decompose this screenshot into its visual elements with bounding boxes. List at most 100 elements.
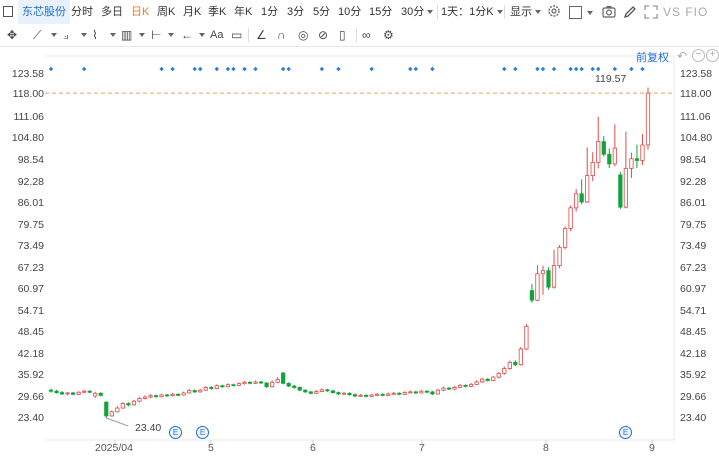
layout-square-icon[interactable] <box>569 6 582 19</box>
event-marker <box>231 66 236 72</box>
fullscreen-icon[interactable] <box>644 5 658 24</box>
chevron-down-icon[interactable] <box>81 33 87 37</box>
chevron-down-icon[interactable] <box>139 33 145 37</box>
kline-chart[interactable] <box>0 46 719 462</box>
line-tool-icon[interactable]: ⟋ <box>33 28 42 42</box>
min-price-annotation: 23.40 <box>135 422 162 434</box>
price-label-right: 73.49 <box>680 240 707 252</box>
candle-body <box>369 394 374 397</box>
arrow-tool-icon[interactable]: ← <box>181 28 193 42</box>
camera-icon[interactable] <box>602 5 616 23</box>
chevron-down-icon[interactable] <box>168 33 174 37</box>
bar-chart-tool-icon[interactable]: ▥ <box>121 28 133 42</box>
period-tab-weekly-k[interactable]: 周K <box>157 6 176 18</box>
candle-body <box>596 141 601 163</box>
candle-body <box>623 167 628 208</box>
candle-body <box>612 147 617 165</box>
chevron-down-icon[interactable] <box>587 11 593 15</box>
period-tab-10min[interactable]: 10分 <box>338 6 362 18</box>
price-label-left: 54.71 <box>17 305 44 317</box>
settings-icon[interactable] <box>547 4 561 23</box>
event-marker <box>590 66 595 72</box>
event-marker <box>579 66 584 72</box>
comment-tool-icon[interactable]: ▭ <box>231 28 243 42</box>
candle-body <box>634 158 640 161</box>
zoom-out-icon[interactable]: − <box>692 49 705 62</box>
price-label-right: 29.66 <box>680 391 707 403</box>
period-tab-intraday[interactable]: 分时 <box>71 6 93 18</box>
ruler-tool-icon[interactable]: ⊢ <box>151 28 162 42</box>
chevron-down-icon <box>535 10 541 15</box>
candle-body <box>82 390 87 393</box>
time-label: 9 <box>649 442 655 454</box>
text-tool-icon[interactable]: Aa <box>210 29 224 41</box>
candle-body <box>480 378 485 383</box>
chevron-down-icon[interactable] <box>51 33 57 37</box>
display-dropdown[interactable]: 显示 <box>510 0 541 24</box>
chevron-down-icon <box>427 10 434 15</box>
toolbar-divider <box>248 28 249 42</box>
candle-body <box>148 395 153 398</box>
pencil-icon[interactable] <box>623 5 637 24</box>
candle-body <box>142 396 148 399</box>
period-tab-multiday[interactable]: 多日 <box>101 6 123 18</box>
chevron-down-icon[interactable] <box>199 33 205 37</box>
chevron-down-icon[interactable] <box>110 33 116 37</box>
event-marker <box>253 66 258 72</box>
eye-icon[interactable]: ◎ <box>298 28 309 42</box>
trash-icon[interactable]: ▯ <box>339 28 346 42</box>
zoom-in-icon[interactable]: + <box>706 49 719 62</box>
price-label-right: 86.01 <box>680 197 707 209</box>
period-tab-daily-k[interactable]: 日K <box>131 6 150 18</box>
candle-body <box>120 403 125 409</box>
candle-body <box>352 394 358 397</box>
adjust-mode-toggle[interactable]: 前复权 <box>636 52 669 64</box>
angle-tool-icon[interactable]: ∠ <box>256 28 267 42</box>
candle-body <box>386 393 391 396</box>
candle-body <box>336 392 341 395</box>
price-label-left: 23.40 <box>17 412 44 424</box>
channel-tool-icon[interactable]: ⟓ <box>63 28 69 42</box>
time-label: 7 <box>419 442 425 454</box>
price-label-right: 118.00 <box>680 88 712 100</box>
drawing-settings-icon[interactable]: ⚙ <box>383 28 394 42</box>
event-e-icon[interactable]: E <box>196 426 209 439</box>
candle-body <box>513 361 518 366</box>
event-marker <box>573 66 579 72</box>
candle-body <box>424 390 429 393</box>
period-dropdown-30min[interactable]: 30分 <box>401 0 434 24</box>
candle-body <box>159 394 164 398</box>
candle-body <box>203 387 208 391</box>
hide-icon[interactable]: ⊘ <box>318 28 329 42</box>
period-tab-monthly-k[interactable]: 月K <box>183 6 202 18</box>
undo-icon[interactable]: ↶ <box>677 49 688 63</box>
ratio-dropdown[interactable]: 1天：1分K <box>441 0 503 24</box>
candle-body <box>164 394 170 397</box>
candle-body <box>71 392 76 395</box>
period-tab-yearly-k[interactable]: 年K <box>234 6 253 18</box>
price-label-left: 67.23 <box>17 262 44 274</box>
candle-body <box>618 174 623 208</box>
period-tab-quarterly-k[interactable]: 季K <box>208 6 227 18</box>
candle-body <box>413 391 418 394</box>
period-tab-3min[interactable]: 3分 <box>287 6 305 18</box>
vs-compare-button[interactable]: VS FIO <box>663 5 709 19</box>
event-e-icon[interactable]: E <box>169 426 182 439</box>
period-tab-15min[interactable]: 15分 <box>369 6 393 18</box>
event-e-icon[interactable]: E <box>619 426 632 439</box>
move-cross-icon[interactable]: ✥ <box>7 28 18 42</box>
price-label-left: 92.28 <box>17 176 44 188</box>
magnet-icon[interactable]: ∩ <box>277 28 286 42</box>
candle-body <box>303 389 308 393</box>
wave-tool-icon[interactable]: ⌇ <box>92 28 98 42</box>
candle-body <box>601 141 606 155</box>
candle-body <box>247 381 253 384</box>
link-icon[interactable]: ∞ <box>362 28 371 42</box>
sidebar-toggle-icon[interactable] <box>3 6 13 17</box>
period-tab-5min[interactable]: 5分 <box>313 6 331 18</box>
price-label-left: 79.75 <box>17 219 44 231</box>
candle-body <box>579 193 584 203</box>
price-label-left: 104.80 <box>11 132 44 144</box>
stock-name-tab[interactable]: 东芯股份 <box>18 0 70 24</box>
period-tab-1min[interactable]: 1分 <box>261 6 279 18</box>
